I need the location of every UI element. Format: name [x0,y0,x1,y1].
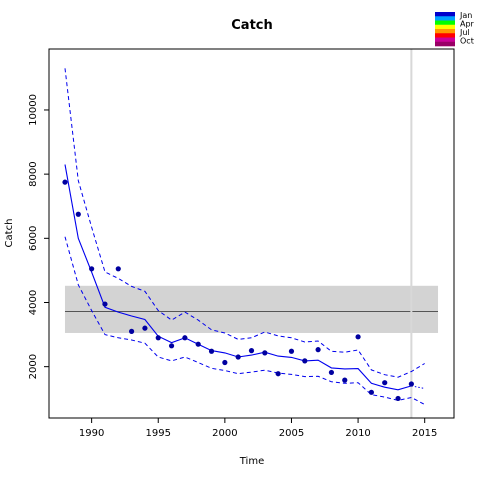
y-tick-label: 10000 [28,94,39,126]
observed-point [182,335,188,341]
plot-frame [48,48,455,419]
x-tick-label: 2000 [212,428,237,439]
x-tick-label: 1990 [79,428,104,439]
observed-point [75,211,81,217]
observed-point [195,341,201,347]
series-line-lower [64,236,425,405]
legend-label-jul: Jul [459,28,470,37]
x-axis-label: Time [239,456,264,467]
legend-color-swatch [435,29,455,34]
series-line-upper [64,68,425,378]
legend-color-swatch [435,20,455,26]
observed-point [328,369,335,376]
legend-color-swatch [435,37,455,43]
observed-point [142,325,148,331]
legend-label-jan: Jan [459,11,472,20]
observed-point [128,328,135,334]
x-tick-label: 2005 [279,428,304,439]
y-axis-label: Catch [4,219,15,248]
observed-point [342,377,348,383]
legend-color-swatch [435,41,455,47]
chart-title: Catch [231,18,273,33]
observed-point [235,354,241,360]
observed-point [208,348,215,354]
y-tick-label: 8000 [28,161,39,186]
legend-label-apr: Apr [460,20,475,29]
y-tick-label: 4000 [28,290,39,315]
axes: 1990 1995 2000 2005 2010 2015 2000 4000 6000 8000… [28,48,455,439]
observed-point [315,347,321,353]
observed-point [382,380,388,386]
legend-color-swatch [435,12,455,17]
observed-point [155,335,161,341]
x-tick-label: 2015 [412,428,437,439]
legend-color-swatch [435,16,455,21]
plot-area [62,49,439,418]
legend-color-swatch [435,24,455,30]
observed-point [368,389,375,395]
legend-color-swatch [435,33,455,38]
observed-point [115,266,121,272]
observed-point [62,179,68,185]
x-tick-label: 2010 [345,428,370,439]
observed-point [395,395,401,402]
observed-point [262,350,268,356]
observed-point [222,359,228,366]
y-tick-label: 6000 [28,226,39,251]
y-tick-label: 2000 [28,354,39,379]
observed-point [248,348,255,354]
observed-point [168,343,175,349]
reference-band [64,285,439,333]
legend-label-oct: Oct [460,37,474,46]
observed-point [408,381,414,387]
observed-point [355,334,361,340]
series-line-projection [411,385,425,389]
observed-point [275,371,281,377]
observed-point [288,348,295,354]
observed-point [102,301,108,307]
x-tick-label: 1995 [146,428,171,439]
observed-point [89,266,95,272]
observed-point [302,358,308,364]
